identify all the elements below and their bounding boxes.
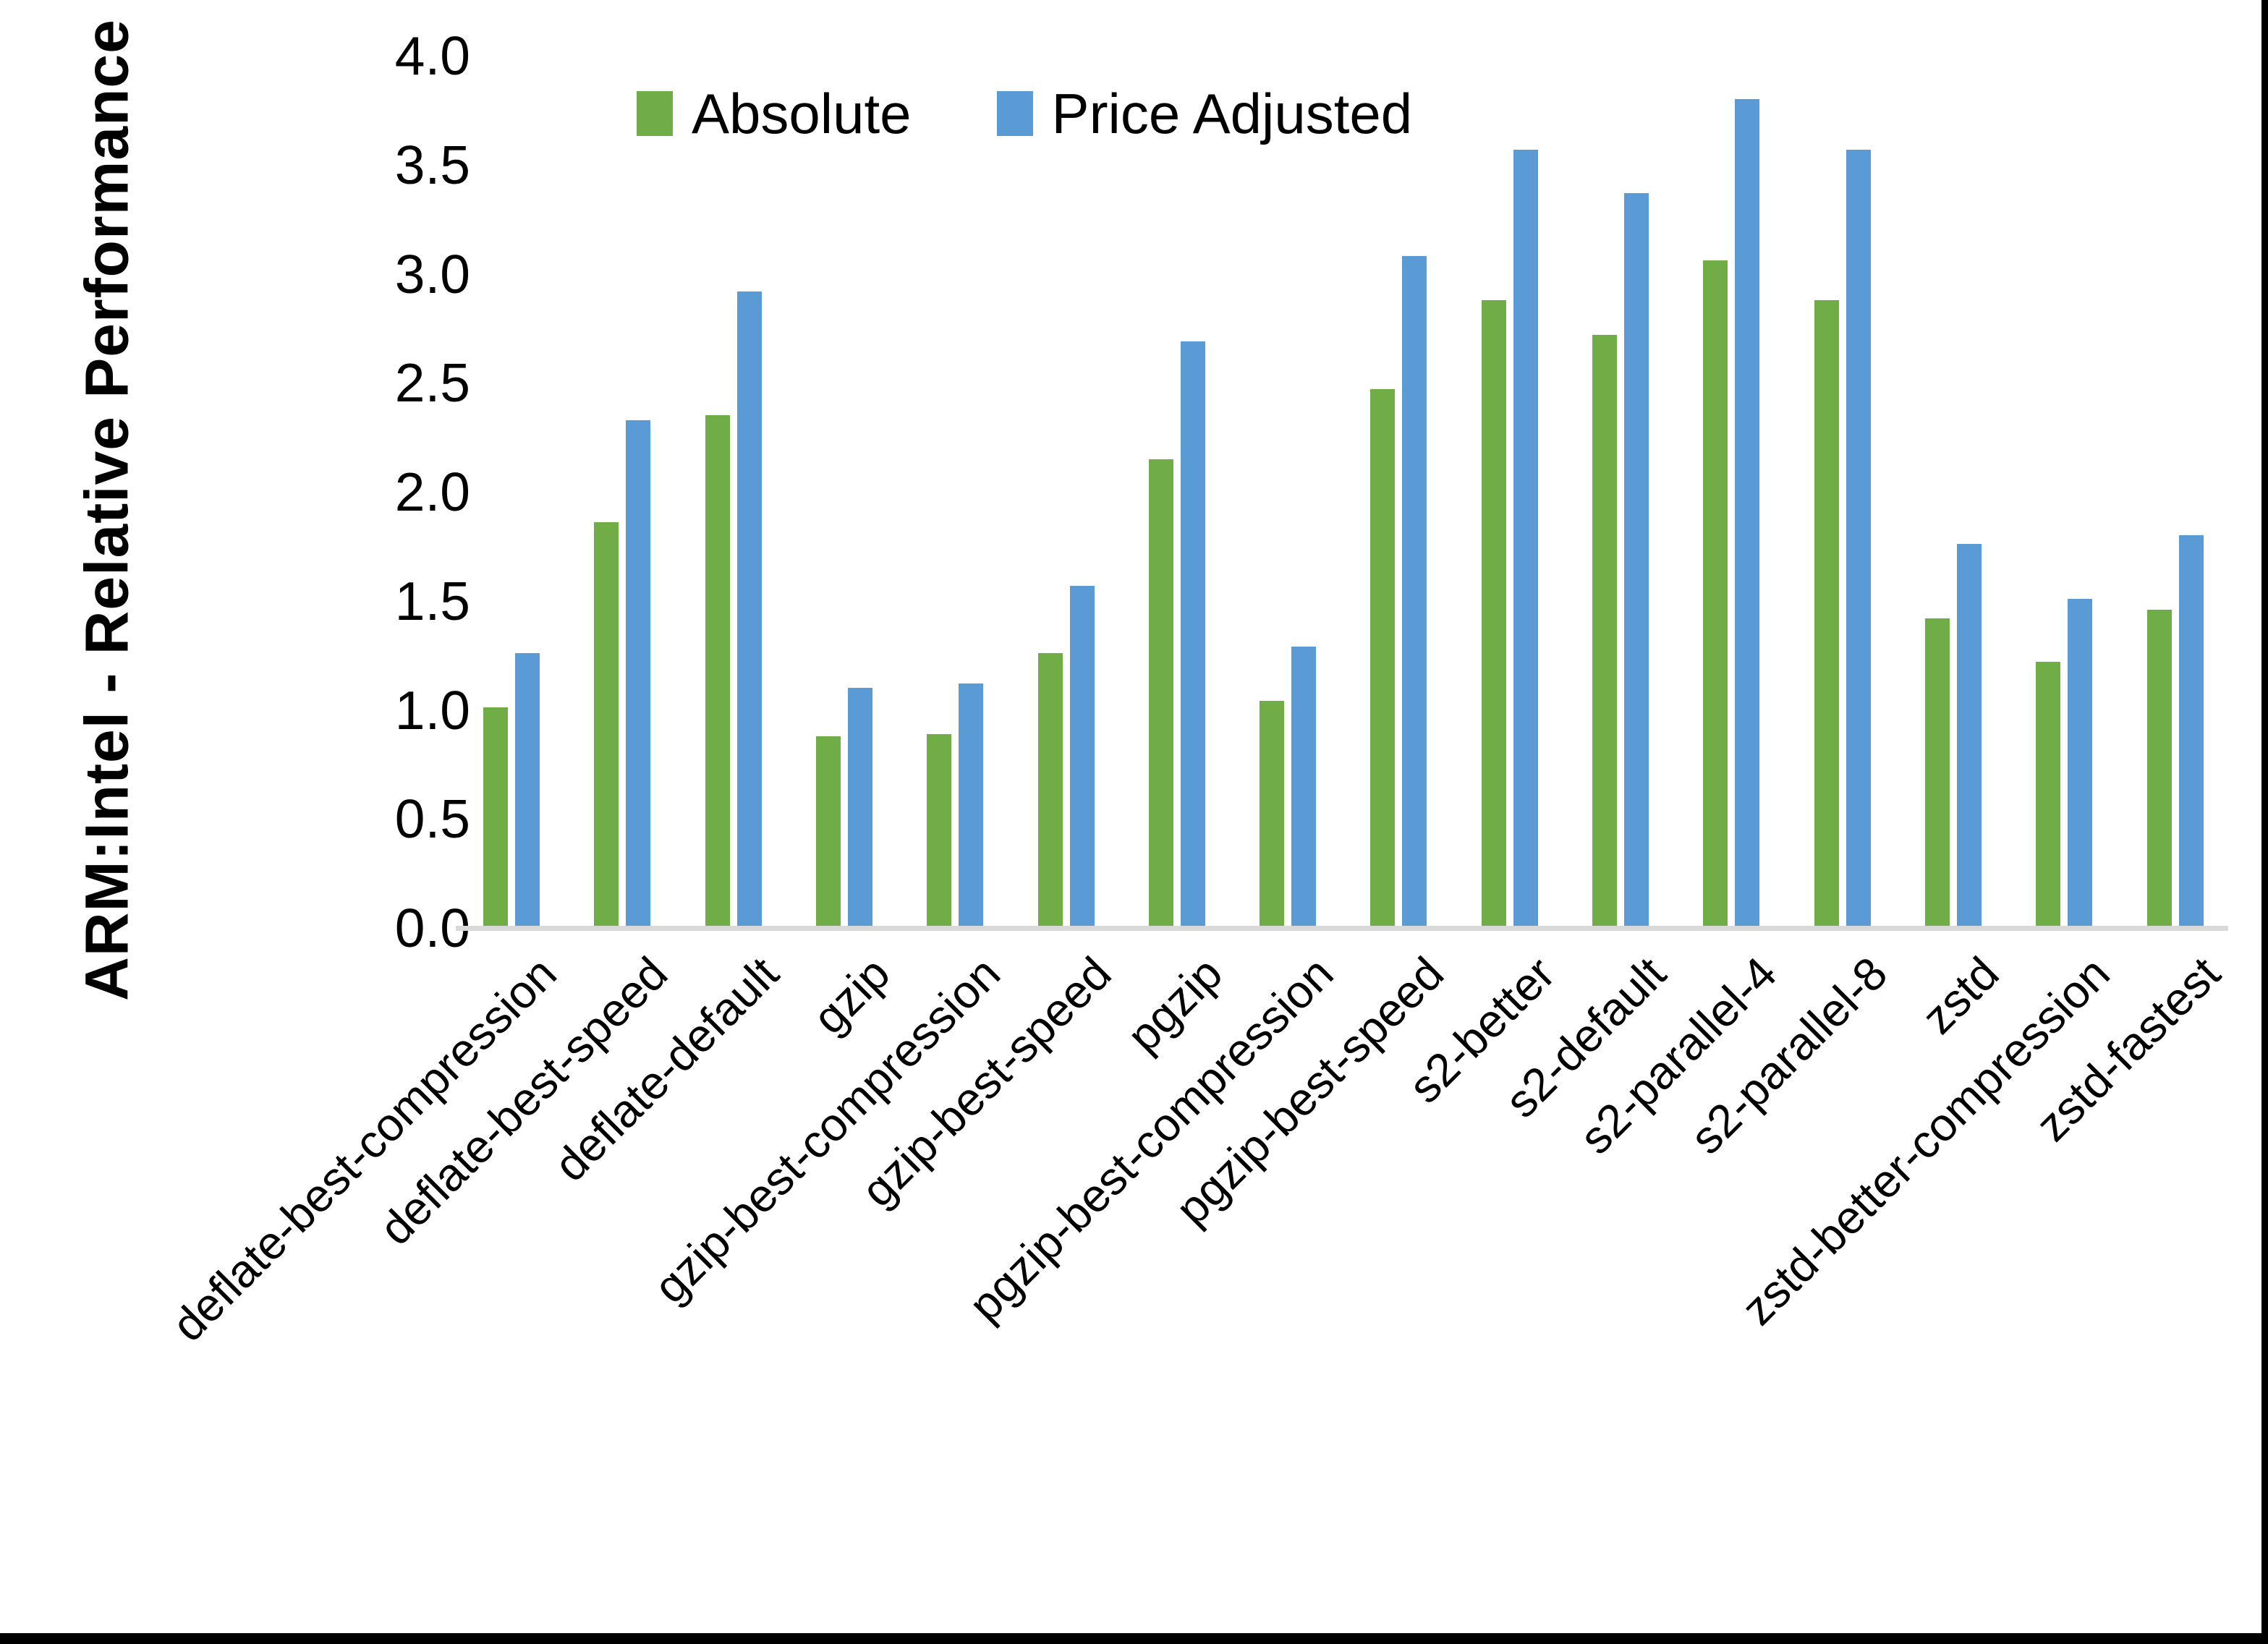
bar-price-adjusted-pgzip-best-speed bbox=[1402, 256, 1427, 928]
bar-price-adjusted-s2-better bbox=[1513, 150, 1538, 928]
y-tick-label-1.5: 1.5 bbox=[394, 570, 470, 631]
bar-price-adjusted-gzip-best-compression bbox=[959, 683, 984, 928]
y-axis-title: ARM:Intel - Relative Performance bbox=[72, 19, 141, 1001]
bar-price-adjusted-s2-default bbox=[1624, 193, 1649, 928]
plot-area bbox=[474, 56, 2228, 928]
x-axis-line bbox=[456, 926, 2228, 931]
bar-absolute-pgzip bbox=[1148, 459, 1173, 928]
bar-price-adjusted-pgzip-best-compression bbox=[1291, 647, 1317, 928]
legend-label-price-adjusted: Price Adjusted bbox=[1051, 82, 1413, 145]
bar-absolute-gzip-best-compression bbox=[927, 734, 952, 928]
legend-swatch-absolute-icon bbox=[637, 91, 673, 136]
bar-absolute-deflate-best-speed bbox=[594, 522, 619, 928]
bar-absolute-s2-default bbox=[1592, 335, 1617, 928]
bar-absolute-zstd-fastest bbox=[2146, 610, 2172, 928]
y-tick-label-4.0: 4.0 bbox=[394, 25, 470, 86]
bar-price-adjusted-deflate-default bbox=[736, 291, 762, 928]
legend-item-absolute: Absolute bbox=[637, 85, 912, 142]
bar-absolute-zstd bbox=[1924, 618, 1950, 928]
bar-price-adjusted-s2-parallel-4 bbox=[1735, 99, 1760, 928]
bar-price-adjusted-zstd-better-compression bbox=[2068, 599, 2093, 928]
bar-absolute-s2-parallel-4 bbox=[1703, 260, 1728, 928]
x-label-gzip: gzip bbox=[802, 947, 900, 1044]
y-tick-label-0.0: 0.0 bbox=[394, 898, 470, 958]
bar-absolute-deflate-default bbox=[705, 415, 730, 928]
bar-price-adjusted-deflate-best-speed bbox=[626, 420, 651, 928]
y-tick-label-2.5: 2.5 bbox=[394, 352, 470, 414]
y-tick-label-3.0: 3.0 bbox=[394, 243, 470, 304]
bar-absolute-s2-better bbox=[1481, 300, 1506, 928]
bar-absolute-pgzip-best-speed bbox=[1370, 389, 1396, 928]
y-tick-label-3.5: 3.5 bbox=[394, 134, 470, 195]
legend-swatch-price-adjusted-icon bbox=[996, 91, 1033, 136]
bar-price-adjusted-gzip-best-speed bbox=[1069, 586, 1095, 928]
bar-price-adjusted-pgzip bbox=[1180, 341, 1205, 928]
y-tick-label-0.5: 0.5 bbox=[394, 788, 470, 850]
bar-absolute-s2-parallel-8 bbox=[1814, 300, 1839, 928]
bar-price-adjusted-s2-parallel-8 bbox=[1846, 150, 1871, 928]
x-label-zstd: zstd bbox=[1911, 947, 2009, 1044]
bar-absolute-gzip-best-speed bbox=[1037, 653, 1063, 928]
bar-price-adjusted-zstd-fastest bbox=[2178, 535, 2204, 928]
bar-absolute-zstd-better-compression bbox=[2036, 662, 2061, 928]
legend-item-price-adjusted: Price Adjusted bbox=[996, 82, 1413, 145]
bar-price-adjusted-gzip bbox=[847, 688, 872, 928]
bar-absolute-gzip bbox=[815, 736, 841, 928]
legend: Absolute Price Adjusted bbox=[637, 85, 1412, 142]
bar-absolute-deflate-best-compression bbox=[483, 707, 508, 928]
bar-absolute-pgzip-best-compression bbox=[1260, 701, 1285, 928]
y-tick-label-2.0: 2.0 bbox=[394, 461, 470, 522]
bar-price-adjusted-zstd bbox=[1956, 544, 1982, 928]
bar-price-adjusted-deflate-best-compression bbox=[515, 653, 540, 928]
y-tick-label-1.0: 1.0 bbox=[394, 679, 470, 741]
legend-label-absolute: Absolute bbox=[692, 82, 912, 145]
